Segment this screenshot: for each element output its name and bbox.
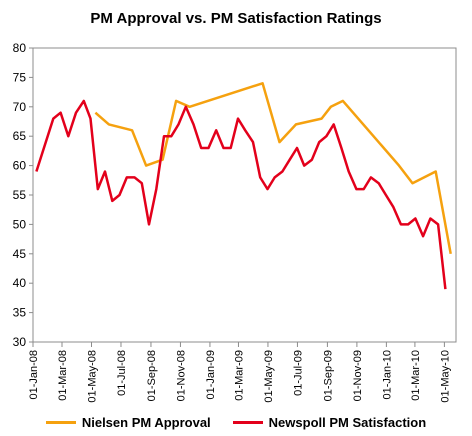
x-tick-label-6: 01-Jan-09	[205, 350, 217, 400]
legend-item-nielsen: Nielsen PM Approval	[45, 413, 211, 431]
y-tick-label-50: 50	[13, 217, 27, 231]
x-tick-label-7: 01-Mar-09	[233, 350, 245, 401]
plot-area	[32, 47, 457, 343]
y-tick-label-70: 70	[13, 100, 27, 114]
x-tick-label-0: 01-Jan-08	[28, 350, 40, 400]
y-tick-label-60: 60	[13, 159, 27, 173]
x-tick-label-11: 01-Nov-09	[352, 350, 364, 401]
x-tick-label-9: 01-Jul-09	[292, 350, 304, 396]
legend: Nielsen PM Approval Newspoll PM Satisfac…	[0, 413, 472, 431]
x-tick-label-1: 01-Mar-08	[57, 350, 69, 401]
legend-label-newspoll: Newspoll PM Satisfaction	[268, 414, 427, 430]
y-tick-label-65: 65	[13, 129, 27, 143]
y-tick-label-75: 75	[13, 70, 27, 84]
series-line-1	[35, 99, 447, 290]
y-tick-label-30: 30	[13, 335, 27, 349]
chart-title: PM Approval vs. PM Satisfaction Ratings	[90, 10, 382, 27]
x-tick-label-2: 01-May-08	[86, 350, 98, 403]
legend-label-nielsen: Nielsen PM Approval	[81, 414, 211, 430]
x-tick-label-8: 01-May-09	[263, 350, 275, 403]
x-tick-label-10: 01-Sep-09	[322, 350, 334, 401]
legend-swatch-nielsen	[45, 420, 76, 424]
x-tick-label-12: 01-Jan-10	[381, 350, 393, 400]
x-tick-label-14: 01-May-10	[439, 350, 451, 403]
y-tick-label-35: 35	[13, 306, 27, 320]
legend-item-newspoll: Newspoll PM Satisfaction	[232, 413, 427, 431]
y-tick-label-45: 45	[13, 247, 27, 261]
x-tick-label-4: 01-Sep-08	[146, 350, 158, 401]
y-tick-label-55: 55	[13, 188, 27, 202]
y-tick-label-40: 40	[13, 276, 27, 290]
series-line-0	[94, 82, 452, 255]
x-tick-label-3: 01-Jul-08	[116, 350, 128, 396]
legend-swatch-newspoll	[232, 420, 263, 424]
x-tick-label-13: 01-Mar-10	[410, 350, 422, 401]
y-tick-label-80: 80	[13, 41, 27, 55]
x-tick-label-5: 01-Nov-08	[175, 350, 187, 401]
